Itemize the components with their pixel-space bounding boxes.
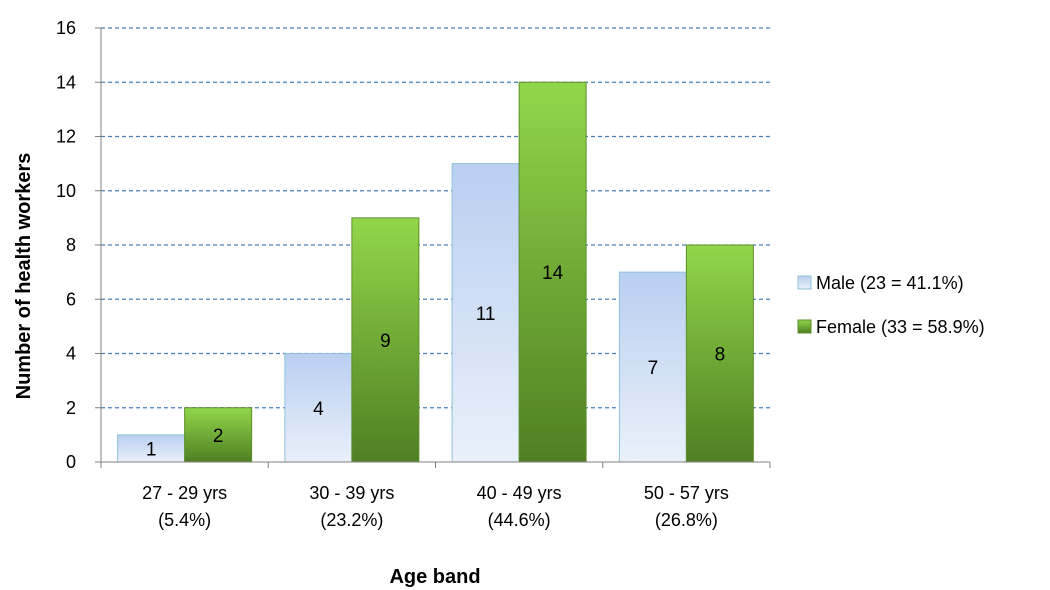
data-label: 2 [213,426,224,447]
data-label: 1 [146,439,157,460]
bar-male [284,353,353,463]
y-tick-label: 14 [56,72,76,92]
legend-swatch-female [797,319,812,334]
y-tick-label: 8 [66,235,76,255]
bar-female [351,217,420,463]
x-category-label: 30 - 39 yrs [309,483,394,503]
y-tick-label: 12 [56,127,76,147]
y-tick-label: 4 [66,344,76,364]
bar-male [117,434,186,463]
data-label: 14 [542,263,564,284]
y-tick-label: 16 [56,18,76,38]
bar-female [685,244,754,463]
data-label: 11 [476,304,496,325]
bars [117,81,754,463]
y-axis-title: Number of health workers [13,153,35,400]
y-tick-label: 6 [66,289,76,309]
x-axis-title: Age band [389,566,480,588]
y-tick-labels: 0 2 4 6 8 10 12 14 16 [56,18,76,472]
legend-label-female: Female (33 = 58.9%) [816,317,985,337]
x-category-label: 40 - 49 yrs [477,483,562,503]
x-category-label: (5.4%) [158,510,211,530]
data-label: 9 [380,331,391,352]
bar-female [518,81,587,463]
legend-swatch-male [797,275,812,290]
data-label: 4 [313,399,324,420]
x-category-labels: 27 - 29 yrs (5.4%) 30 - 39 yrs (23.2%) 40 - … [142,483,729,530]
data-label: 8 [715,345,726,366]
data-label: 7 [648,358,659,379]
y-tick-label: 2 [66,398,76,418]
y-tick-label: 0 [66,452,76,472]
legend: Male (23 = 41.1%) Female (33 = 58.9%) [797,273,985,337]
bar-female [184,407,253,463]
y-tick-label: 10 [56,181,76,201]
bar-male [451,163,520,463]
x-category-label: (23.2%) [320,510,383,530]
axes [95,27,771,468]
x-category-label: 50 - 57 yrs [644,483,729,503]
x-category-label: (26.8%) [655,510,718,530]
data-labels: 1 2 4 9 11 14 7 8 [146,263,725,460]
x-category-label: 27 - 29 yrs [142,483,227,503]
legend-label-male: Male (23 = 41.1%) [816,273,964,293]
x-category-label: (44.6%) [488,510,551,530]
